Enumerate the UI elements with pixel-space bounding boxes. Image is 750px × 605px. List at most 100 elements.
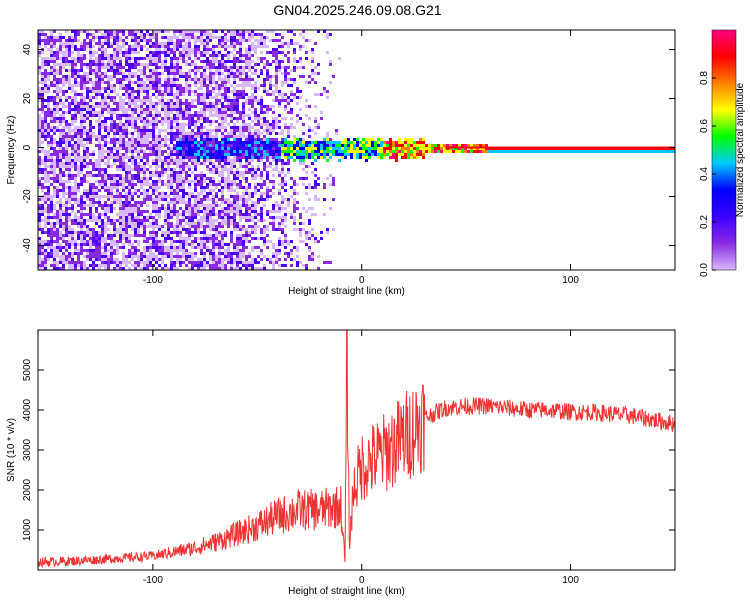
heatmap-cell bbox=[149, 243, 152, 246]
heatmap-cell bbox=[56, 201, 59, 204]
heatmap-cell bbox=[116, 66, 119, 69]
heatmap-cell bbox=[197, 57, 200, 60]
heatmap-cell bbox=[77, 144, 80, 147]
heatmap-cell bbox=[125, 195, 128, 198]
heatmap-cell bbox=[116, 72, 119, 75]
heatmap-cell bbox=[185, 171, 188, 174]
heatmap-cell bbox=[101, 63, 104, 66]
heatmap-cell bbox=[56, 72, 59, 75]
heatmap-cell bbox=[71, 117, 74, 120]
heatmap-cell bbox=[170, 132, 173, 135]
heatmap-cell bbox=[284, 78, 287, 81]
heatmap-cell bbox=[170, 180, 173, 183]
heatmap-cell bbox=[116, 81, 119, 84]
heatmap-cell bbox=[197, 174, 200, 177]
heatmap-cell bbox=[71, 165, 74, 168]
heatmap-cell bbox=[56, 78, 59, 81]
heatmap-cell bbox=[53, 117, 56, 120]
heatmap-cell bbox=[167, 210, 170, 213]
heatmap-cell bbox=[221, 135, 224, 138]
heatmap-cell bbox=[143, 255, 146, 258]
heatmap-cell bbox=[209, 81, 212, 84]
heatmap-cell bbox=[110, 99, 113, 102]
heatmap-cell bbox=[290, 117, 293, 120]
heatmap-cell bbox=[140, 258, 143, 261]
heatmap-cell bbox=[68, 264, 71, 267]
heatmap-cell bbox=[209, 108, 212, 111]
heatmap-cell bbox=[125, 42, 128, 45]
heatmap-cell bbox=[263, 180, 266, 183]
heatmap-cell bbox=[170, 240, 173, 243]
heatmap-cell bbox=[131, 150, 134, 153]
heatmap-cell bbox=[122, 138, 125, 141]
heatmap-cell bbox=[128, 219, 131, 222]
heatmap-cell bbox=[248, 207, 251, 210]
heatmap-cell bbox=[302, 147, 305, 150]
heatmap-cell bbox=[200, 171, 203, 174]
heatmap-cell bbox=[146, 108, 149, 111]
heatmap-cell bbox=[188, 201, 191, 204]
heatmap-cell bbox=[170, 69, 173, 72]
heatmap-cell bbox=[59, 198, 62, 201]
heatmap-cell bbox=[197, 204, 200, 207]
heatmap-cell bbox=[38, 144, 41, 147]
heatmap-cell bbox=[107, 36, 110, 39]
heatmap-cell bbox=[149, 246, 152, 249]
heatmap-cell bbox=[95, 168, 98, 171]
heatmap-cell bbox=[221, 153, 224, 156]
heatmap-cell bbox=[125, 132, 128, 135]
heatmap-cell bbox=[44, 249, 47, 252]
heatmap-cell bbox=[182, 111, 185, 114]
heatmap-cell bbox=[83, 222, 86, 225]
heatmap-cell bbox=[155, 48, 158, 51]
heatmap-cell bbox=[74, 159, 77, 162]
heatmap-cell bbox=[284, 258, 287, 261]
heatmap-cell bbox=[197, 213, 200, 216]
heatmap-cell bbox=[107, 102, 110, 105]
heatmap-cell bbox=[65, 198, 68, 201]
heatmap-cell bbox=[170, 123, 173, 126]
heatmap-cell bbox=[137, 249, 140, 252]
heatmap-cell bbox=[44, 243, 47, 246]
heatmap-cell bbox=[137, 69, 140, 72]
heatmap-cell bbox=[119, 57, 122, 60]
heatmap-cell bbox=[299, 75, 302, 78]
heatmap-cell bbox=[257, 132, 260, 135]
heatmap-cell bbox=[119, 96, 122, 99]
heatmap-cell bbox=[242, 105, 245, 108]
heatmap-cell bbox=[128, 33, 131, 36]
heatmap-cell bbox=[293, 42, 296, 45]
heatmap-cell bbox=[143, 180, 146, 183]
heatmap-cell bbox=[185, 45, 188, 48]
heatmap-cell bbox=[161, 36, 164, 39]
heatmap-cell bbox=[299, 231, 302, 234]
heatmap-cell bbox=[113, 129, 116, 132]
heatmap-cell bbox=[233, 78, 236, 81]
heatmap-cell bbox=[95, 135, 98, 138]
heatmap-cell bbox=[179, 153, 182, 156]
heatmap-cell bbox=[233, 261, 236, 264]
heatmap-cell bbox=[188, 180, 191, 183]
heatmap-cell bbox=[152, 78, 155, 81]
heatmap-cell bbox=[200, 264, 203, 267]
heatmap-cell bbox=[212, 138, 215, 141]
heatmap-cell bbox=[152, 87, 155, 90]
heatmap-cell bbox=[113, 243, 116, 246]
heatmap-cell bbox=[146, 132, 149, 135]
heatmap-cell bbox=[206, 153, 209, 156]
heatmap-cell bbox=[134, 159, 137, 162]
heatmap-cell bbox=[203, 237, 206, 240]
heatmap-cell bbox=[134, 42, 137, 45]
heatmap-cell bbox=[80, 252, 83, 255]
heatmap-cell bbox=[212, 30, 215, 33]
heatmap-cell bbox=[179, 72, 182, 75]
heatmap-cell bbox=[125, 69, 128, 72]
heatmap-cell bbox=[236, 204, 239, 207]
heatmap-cell bbox=[155, 222, 158, 225]
heatmap-cell bbox=[149, 81, 152, 84]
heatmap-cell bbox=[203, 156, 206, 159]
heatmap-cell bbox=[254, 153, 257, 156]
heatmap-cell bbox=[71, 222, 74, 225]
heatmap-cell bbox=[59, 258, 62, 261]
heatmap-cell bbox=[302, 144, 305, 147]
